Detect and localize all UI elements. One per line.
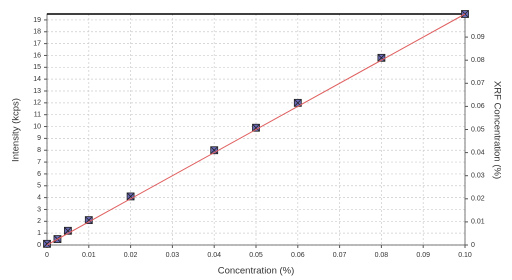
y2-tick-label: 0 (471, 242, 475, 249)
y2-tick-label: 0.03 (471, 173, 485, 180)
y2-tick-label: 0.09 (471, 34, 485, 41)
y2-tick-label: 0.05 (471, 126, 485, 133)
marker-cross (64, 227, 72, 235)
y-tick-label: 12 (33, 100, 41, 107)
marker-cross (210, 146, 218, 155)
y-tick-label: 8 (37, 147, 41, 154)
x-tick-label: 0.01 (82, 252, 96, 259)
marker-cross (377, 54, 386, 62)
y-tick-label: 13 (33, 88, 41, 95)
marker-cross (252, 123, 260, 132)
y-tick-label: 5 (37, 183, 41, 190)
y-tick-label: 17 (33, 40, 41, 47)
x-tick-label: 0.10 (458, 252, 472, 259)
marker-cross (126, 192, 135, 201)
y-tick-label: 1 (37, 230, 41, 237)
x-tick-label: 0.03 (166, 252, 180, 259)
x-tick-label: 0.05 (249, 252, 263, 259)
x-tick-label: 0.08 (375, 252, 389, 259)
y-tick-label: 14 (33, 76, 41, 83)
y2-tick-label: 0.01 (471, 219, 485, 226)
marker-cross (85, 216, 93, 224)
x-tick-label: 0.09 (416, 252, 430, 259)
y-tick-label: 18 (33, 29, 41, 36)
y-tick-label: 10 (33, 123, 41, 130)
fit-line (46, 13, 466, 246)
y-tick-label: 15 (33, 64, 41, 71)
x-tick-label: 0.07 (333, 252, 347, 259)
y-tick-label: 7 (37, 159, 41, 166)
y-tick-label: 0 (37, 242, 41, 249)
y2-axis-label: XRF Concentration (%) (491, 81, 502, 179)
y-tick-label: 16 (33, 52, 41, 59)
y-tick-label: 3 (37, 206, 41, 213)
y2-tick-label: 0.04 (471, 149, 485, 156)
marker-cross (43, 240, 51, 248)
x-tick-label: 0.06 (291, 252, 305, 259)
y-tick-label: 6 (37, 171, 41, 178)
y2-tick-label: 0.06 (471, 103, 485, 110)
y2-tick-label: 0.08 (471, 57, 485, 64)
y2-tick-label: 0.07 (471, 80, 485, 87)
x-tick-label: 0.02 (124, 252, 138, 259)
x-tick-label: 0.04 (207, 252, 221, 259)
y-axis-label: Intensity (kcps) (11, 98, 22, 162)
y2-tick-label: 0.02 (471, 196, 485, 203)
y-tick-label: 11 (34, 112, 41, 119)
y-tick-label: 19 (33, 17, 41, 24)
y-tick-label: 9 (37, 135, 41, 142)
y-tick-label: 4 (37, 194, 41, 201)
x-axis-label: Concentration (%) (218, 266, 295, 277)
x-tick-label: 0 (45, 252, 49, 259)
y-tick-label: 2 (37, 218, 41, 225)
